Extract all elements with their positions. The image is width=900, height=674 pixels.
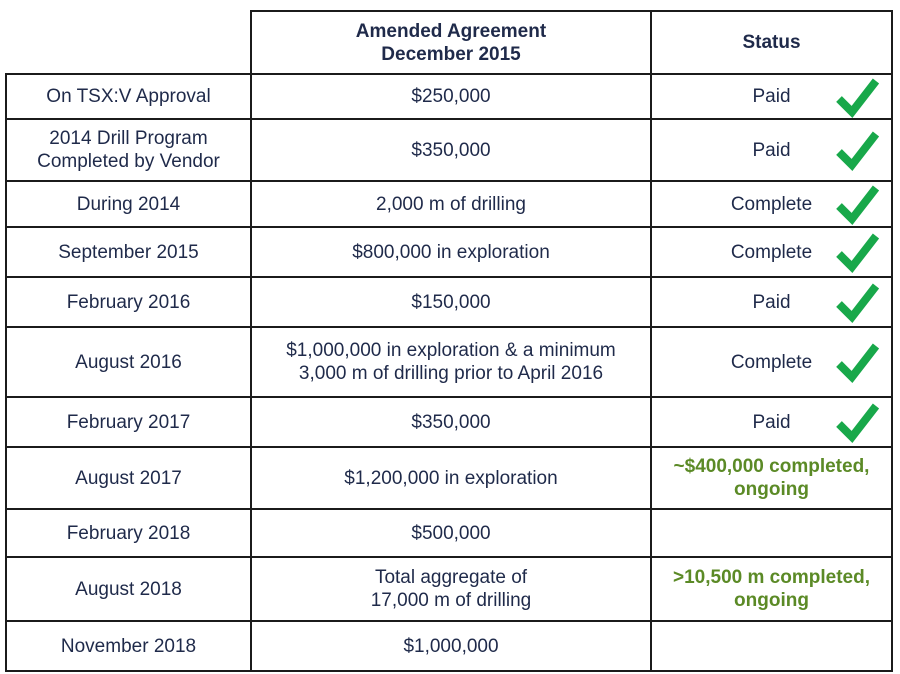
status-text: Complete xyxy=(730,241,813,263)
status-cell: >10,500 m completed, ongoing xyxy=(650,556,893,622)
header-blank xyxy=(6,11,252,75)
term-text: $1,200,000 in exploration xyxy=(344,467,558,489)
term-text: $350,000 xyxy=(411,139,491,161)
term-text: Total aggregate of 17,000 m of drilling xyxy=(370,567,532,611)
date-text: August 2016 xyxy=(75,351,182,373)
status-cell: Paid xyxy=(650,118,893,182)
term-text: 2,000 m of drilling xyxy=(376,193,526,215)
table-row: February 2016 $150,000 Paid xyxy=(5,276,893,328)
term-cell: $150,000 xyxy=(250,276,652,328)
status-cell: Complete xyxy=(650,226,893,278)
table-row: 2014 Drill Program Completed by Vendor $… xyxy=(5,118,893,182)
table-row: August 2016 $1,000,000 in exploration & … xyxy=(5,326,893,398)
status-cell: ~$400,000 completed, ongoing xyxy=(650,446,893,510)
table-row: November 2018 $1,000,000 xyxy=(5,620,893,672)
checkmark-icon xyxy=(836,131,879,172)
date-cell: 2014 Drill Program Completed by Vendor xyxy=(5,118,252,182)
date-text: August 2018 xyxy=(75,578,182,600)
date-cell: September 2015 xyxy=(5,226,252,278)
table-row: February 2017 $350,000 Paid xyxy=(5,396,893,448)
status-text: Paid xyxy=(752,139,791,161)
date-cell: On TSX:V Approval xyxy=(5,73,252,120)
checkmark-icon xyxy=(836,233,879,274)
date-text: 2014 Drill Program Completed by Vendor xyxy=(37,128,220,172)
term-cell: $1,000,000 xyxy=(250,620,652,672)
term-cell: $1,200,000 in exploration xyxy=(250,446,652,510)
date-cell: During 2014 xyxy=(5,180,252,228)
term-cell: $500,000 xyxy=(250,508,652,558)
date-text: February 2016 xyxy=(66,291,191,313)
checkmark-icon xyxy=(836,185,879,226)
status-text: Complete xyxy=(730,193,813,215)
date-cell: November 2018 xyxy=(5,620,252,672)
term-cell: $250,000 xyxy=(250,73,652,120)
date-text: August 2017 xyxy=(75,467,182,489)
status-text: ~$400,000 completed, ongoing xyxy=(673,456,870,500)
date-cell: August 2017 xyxy=(5,446,252,510)
date-cell: August 2018 xyxy=(5,556,252,622)
date-cell: August 2016 xyxy=(5,326,252,398)
checkmark-icon xyxy=(836,283,879,324)
checkmark-icon xyxy=(836,343,879,384)
checkmark-icon xyxy=(836,403,879,444)
term-text: $1,000,000 in exploration & a minimum 3,… xyxy=(286,340,616,384)
status-text: >10,500 m completed, ongoing xyxy=(673,567,870,611)
term-cell: $800,000 in exploration xyxy=(250,226,652,278)
term-text: $800,000 in exploration xyxy=(352,241,550,263)
date-text: On TSX:V Approval xyxy=(46,86,211,107)
term-cell: $1,000,000 in exploration & a minimum 3,… xyxy=(250,326,652,398)
status-text: Complete xyxy=(730,351,813,373)
status-cell: Complete xyxy=(650,326,893,398)
term-cell: $350,000 xyxy=(250,118,652,182)
date-cell: February 2018 xyxy=(5,508,252,558)
date-text: February 2018 xyxy=(66,522,191,544)
date-text: February 2017 xyxy=(66,411,191,433)
term-text: $150,000 xyxy=(411,291,491,313)
term-text: $250,000 xyxy=(411,86,491,107)
status-text: Paid xyxy=(752,411,791,433)
date-cell: February 2017 xyxy=(5,396,252,448)
header-row: Amended Agreement December 2015 Status xyxy=(6,10,893,75)
status-cell xyxy=(650,620,893,672)
header-agreement: Amended Agreement December 2015 xyxy=(250,10,652,75)
status-cell: Paid xyxy=(650,396,893,448)
table-row: On TSX:V Approval $250,000 Paid xyxy=(5,73,893,120)
term-text: $350,000 xyxy=(411,411,491,433)
status-text: Paid xyxy=(752,291,791,313)
header-agreement-line1: Amended Agreement xyxy=(355,20,547,42)
status-cell: Paid xyxy=(650,73,893,120)
table-row: September 2015 $800,000 in exploration C… xyxy=(5,226,893,278)
checkmark-icon xyxy=(836,78,879,118)
table-row: August 2017 $1,200,000 in exploration ~$… xyxy=(5,446,893,510)
status-cell xyxy=(650,508,893,558)
header-status: Status xyxy=(650,10,893,75)
header-agreement-line2: December 2015 xyxy=(381,43,521,65)
date-text: September 2015 xyxy=(58,241,199,263)
table-row: During 2014 2,000 m of drilling Complete xyxy=(5,180,893,228)
table-row: February 2018 $500,000 xyxy=(5,508,893,558)
term-cell: $350,000 xyxy=(250,396,652,448)
date-cell: February 2016 xyxy=(5,276,252,328)
table-row: August 2018 Total aggregate of 17,000 m … xyxy=(5,556,893,622)
term-cell: Total aggregate of 17,000 m of drilling xyxy=(250,556,652,622)
term-cell: 2,000 m of drilling xyxy=(250,180,652,228)
status-cell: Paid xyxy=(650,276,893,328)
agreement-table: Amended Agreement December 2015 Status On… xyxy=(5,10,893,672)
term-text: $500,000 xyxy=(411,522,491,544)
term-text: $1,000,000 xyxy=(403,635,499,657)
status-text: Paid xyxy=(752,86,791,107)
date-text: November 2018 xyxy=(60,635,197,657)
status-cell: Complete xyxy=(650,180,893,228)
date-text: During 2014 xyxy=(76,193,181,215)
